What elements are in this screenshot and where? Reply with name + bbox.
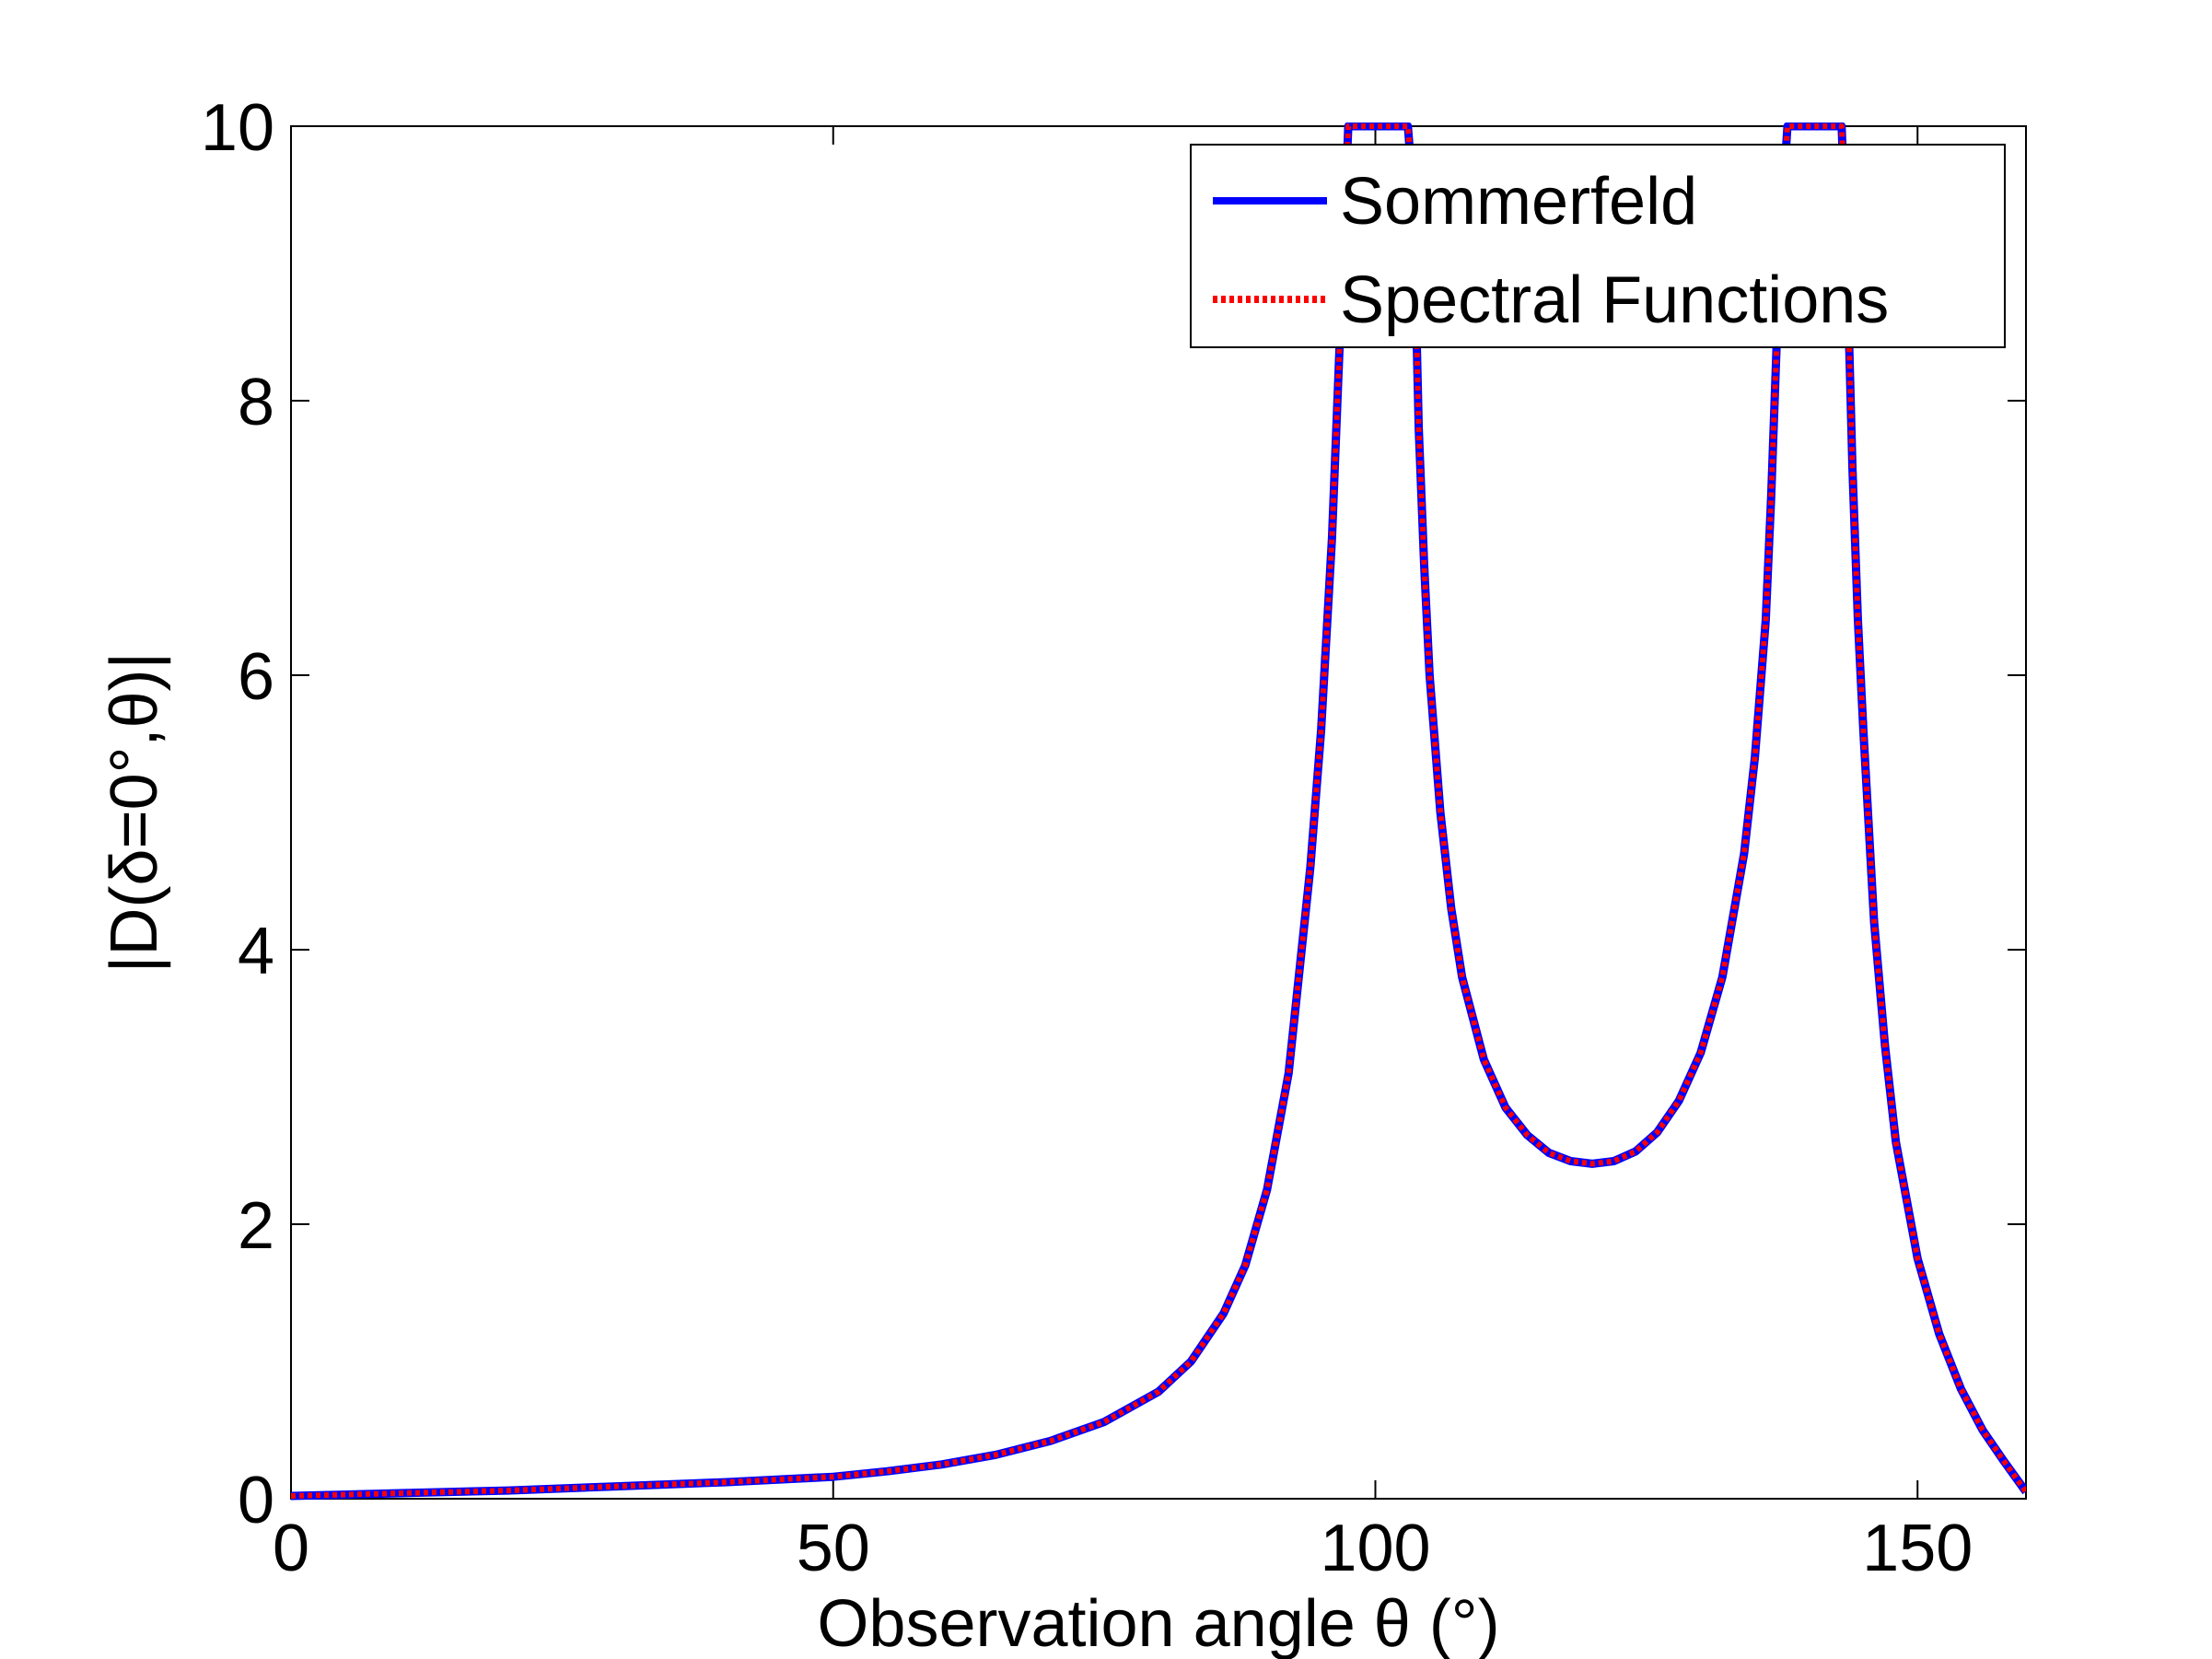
- x-tick-label-3: 150: [1862, 1512, 1973, 1585]
- x-tick-label-2: 100: [1320, 1512, 1430, 1585]
- y-tick-label-5: 10: [201, 91, 274, 165]
- legend-label-spectral-functions: Spectral Functions: [1340, 263, 1889, 337]
- legend: Sommerfeld Spectral Functions: [1190, 144, 2006, 348]
- x-tick-label-0: 0: [273, 1512, 309, 1585]
- ticks-layer: 0 50 100 150 0 2 4 6 8 10: [201, 91, 2026, 1585]
- legend-box: [1190, 144, 2006, 348]
- series-layer: [291, 123, 2026, 1501]
- y-tick-label-4: 8: [238, 366, 274, 439]
- series-line-sommerfeld: [291, 123, 2026, 1501]
- x-axis-label: Observation angle θ (°): [817, 1587, 1499, 1659]
- x-tick-label-1: 50: [797, 1512, 870, 1585]
- y-tick-label-2: 4: [238, 915, 274, 988]
- plot-area: [290, 125, 2027, 1500]
- y-axis-label: |D(δ=0°,θ)|: [98, 652, 171, 973]
- y-tick-label-1: 2: [238, 1189, 274, 1263]
- y-tick-label-3: 6: [238, 640, 274, 714]
- legend-label-sommerfeld: Sommerfeld: [1340, 165, 1697, 239]
- y-tick-label-0: 0: [238, 1464, 274, 1537]
